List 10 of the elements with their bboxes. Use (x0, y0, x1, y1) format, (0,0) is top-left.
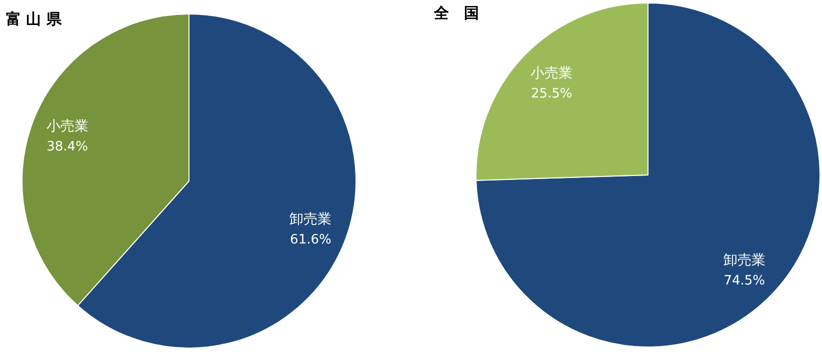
slice-label: 卸売業 (723, 252, 766, 268)
data-label: 61.6% (290, 232, 332, 248)
slice-label: 小売業 (46, 118, 88, 135)
slice-label: 小売業 (530, 66, 573, 82)
slice-label: 卸売業 (290, 211, 332, 228)
data-label: 25.5% (531, 86, 572, 102)
data-label: 38.4% (46, 140, 88, 155)
data-label: 74.5% (724, 273, 765, 288)
chart-title: 全 国 (433, 4, 479, 22)
chart-title: 富 山 県 (6, 10, 62, 28)
